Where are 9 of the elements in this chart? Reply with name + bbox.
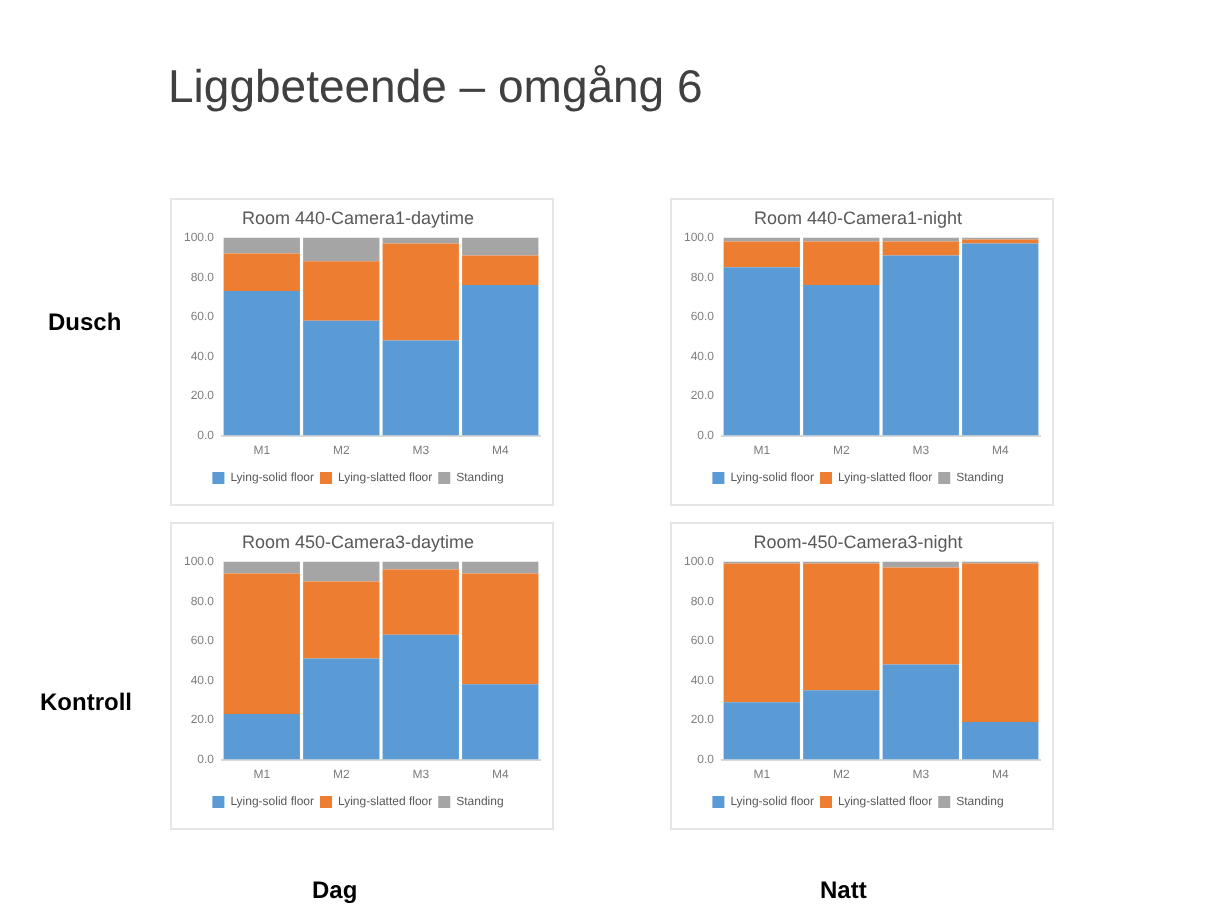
chart-title: Room 450-Camera3-daytime [241, 531, 475, 552]
text: Natt [820, 876, 867, 904]
text: Liggbeteende – omgång 6 [168, 60, 703, 114]
chart-title: Room 440-Camera1-daytime [241, 207, 475, 228]
text: Dag [312, 876, 358, 904]
chart-title: Room-450-Camera3-night [753, 531, 964, 552]
text: Dusch [48, 308, 122, 336]
text: Kontroll [40, 688, 132, 716]
chart-title: Room 440-Camera1-night [753, 207, 964, 228]
